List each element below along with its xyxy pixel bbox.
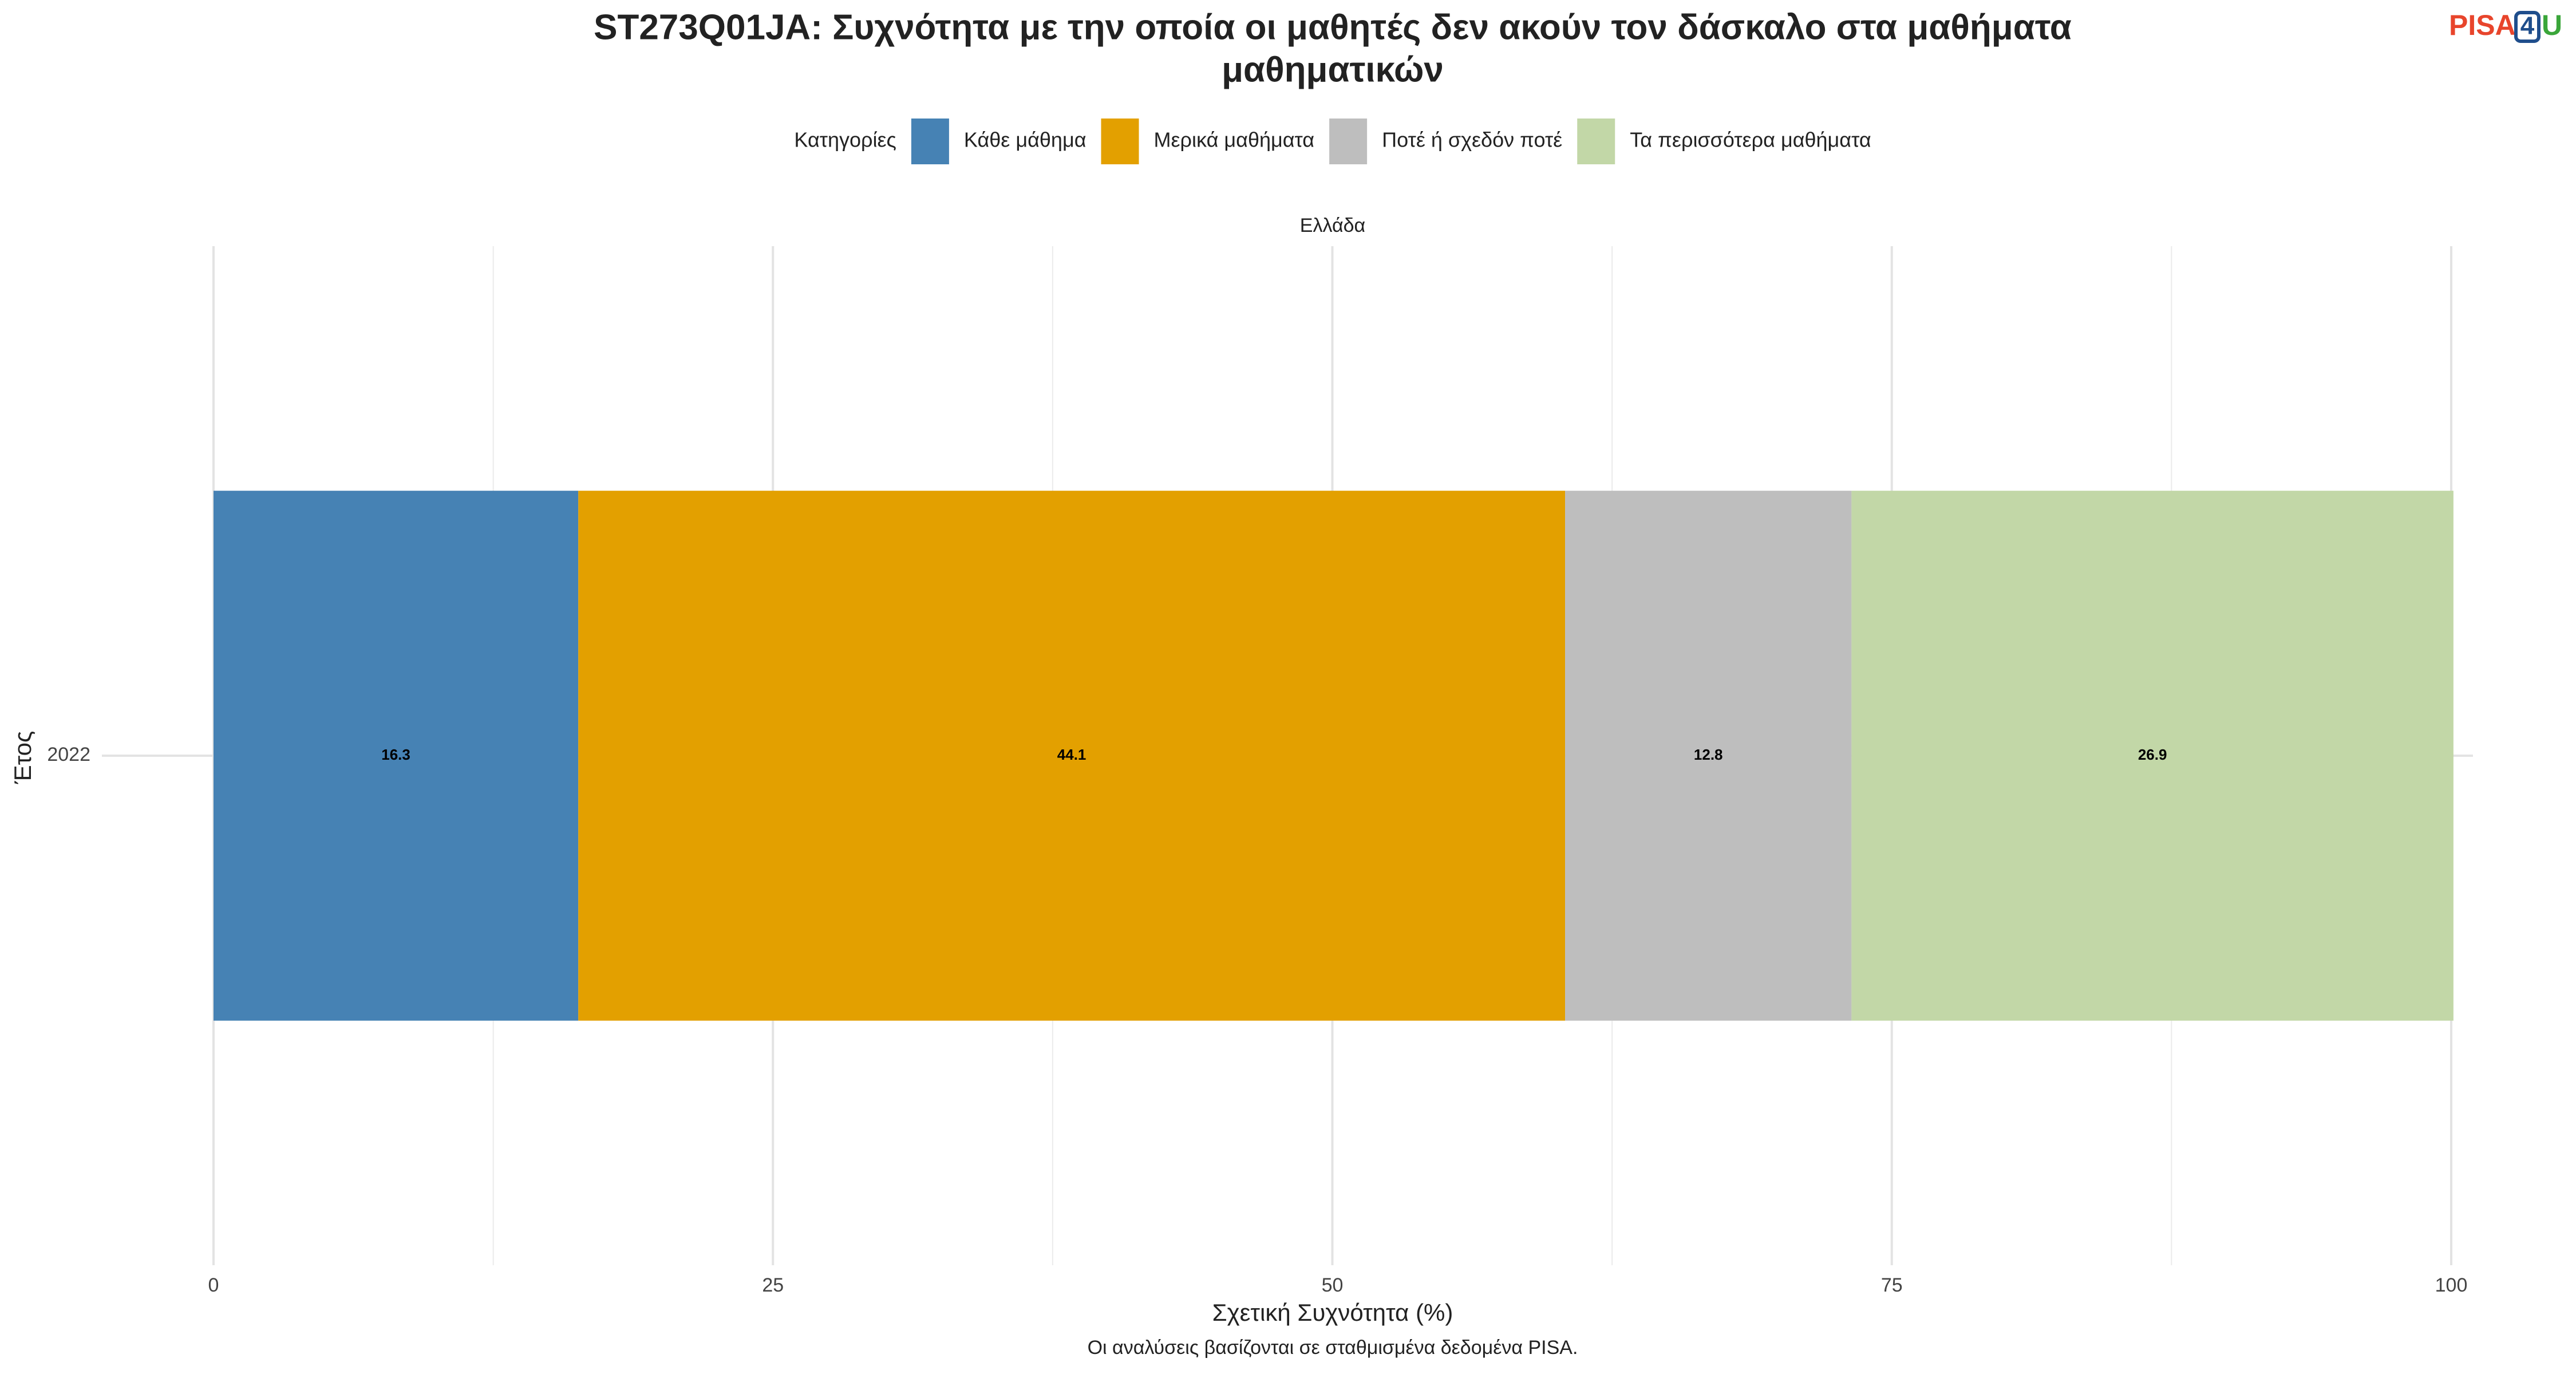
legend-swatch xyxy=(1577,119,1615,164)
y-tick-label: 2022 xyxy=(47,744,90,765)
x-tick-label: 25 xyxy=(762,1274,784,1296)
bar-segment xyxy=(214,491,579,1021)
chart-title: μαθηματικών xyxy=(1222,50,1444,89)
legend-label: Μερικά μαθήματα xyxy=(1154,128,1315,152)
facet-label: Ελλάδα xyxy=(1300,215,1365,236)
bar-segment xyxy=(1851,491,2453,1021)
value-label: 12.8 xyxy=(1694,746,1723,763)
y-axis-title: Έτος xyxy=(9,731,36,785)
logo-box xyxy=(2514,11,2541,43)
legend-swatch xyxy=(1329,119,1368,164)
chart-title: ST273Q01JA: Συχνότητα με την οποία οι μα… xyxy=(594,7,2072,47)
legend-title: Κατηγορίες xyxy=(794,128,896,152)
legend-label: Τα περισσότερα μαθήματα xyxy=(1630,128,1871,152)
logo-text: PISA xyxy=(2449,9,2516,41)
legend: Κατηγορίες Κάθε μάθημα Μερικά μαθήματα Ποτέ… xyxy=(794,119,1871,164)
legend-label: Ποτέ ή σχεδόν ποτέ xyxy=(1382,128,1562,152)
x-axis-title: Σχετική Συχνότητα (%) xyxy=(1212,1299,1453,1326)
logo-text: 4 xyxy=(2520,12,2535,40)
x-tick-label: 50 xyxy=(1322,1274,1344,1296)
value-label: 44.1 xyxy=(1057,746,1086,763)
legend-swatch xyxy=(911,119,949,164)
caption: Οι αναλύσεις βασίζονται σε σταθμισμένα δ… xyxy=(1088,1337,1578,1359)
value-label: 26.9 xyxy=(2138,746,2167,763)
legend-label: Κάθε μάθημα xyxy=(964,128,1086,152)
value-label: 16.3 xyxy=(381,746,410,763)
bar-segment xyxy=(1565,491,1852,1021)
x-tick-label: 0 xyxy=(208,1274,219,1296)
x-tick-label: 75 xyxy=(1881,1274,1903,1296)
x-tick-label: 100 xyxy=(2435,1274,2468,1296)
legend-swatch xyxy=(1101,119,1139,164)
bar-segment xyxy=(578,491,1566,1021)
logo-text: U xyxy=(2542,9,2562,41)
